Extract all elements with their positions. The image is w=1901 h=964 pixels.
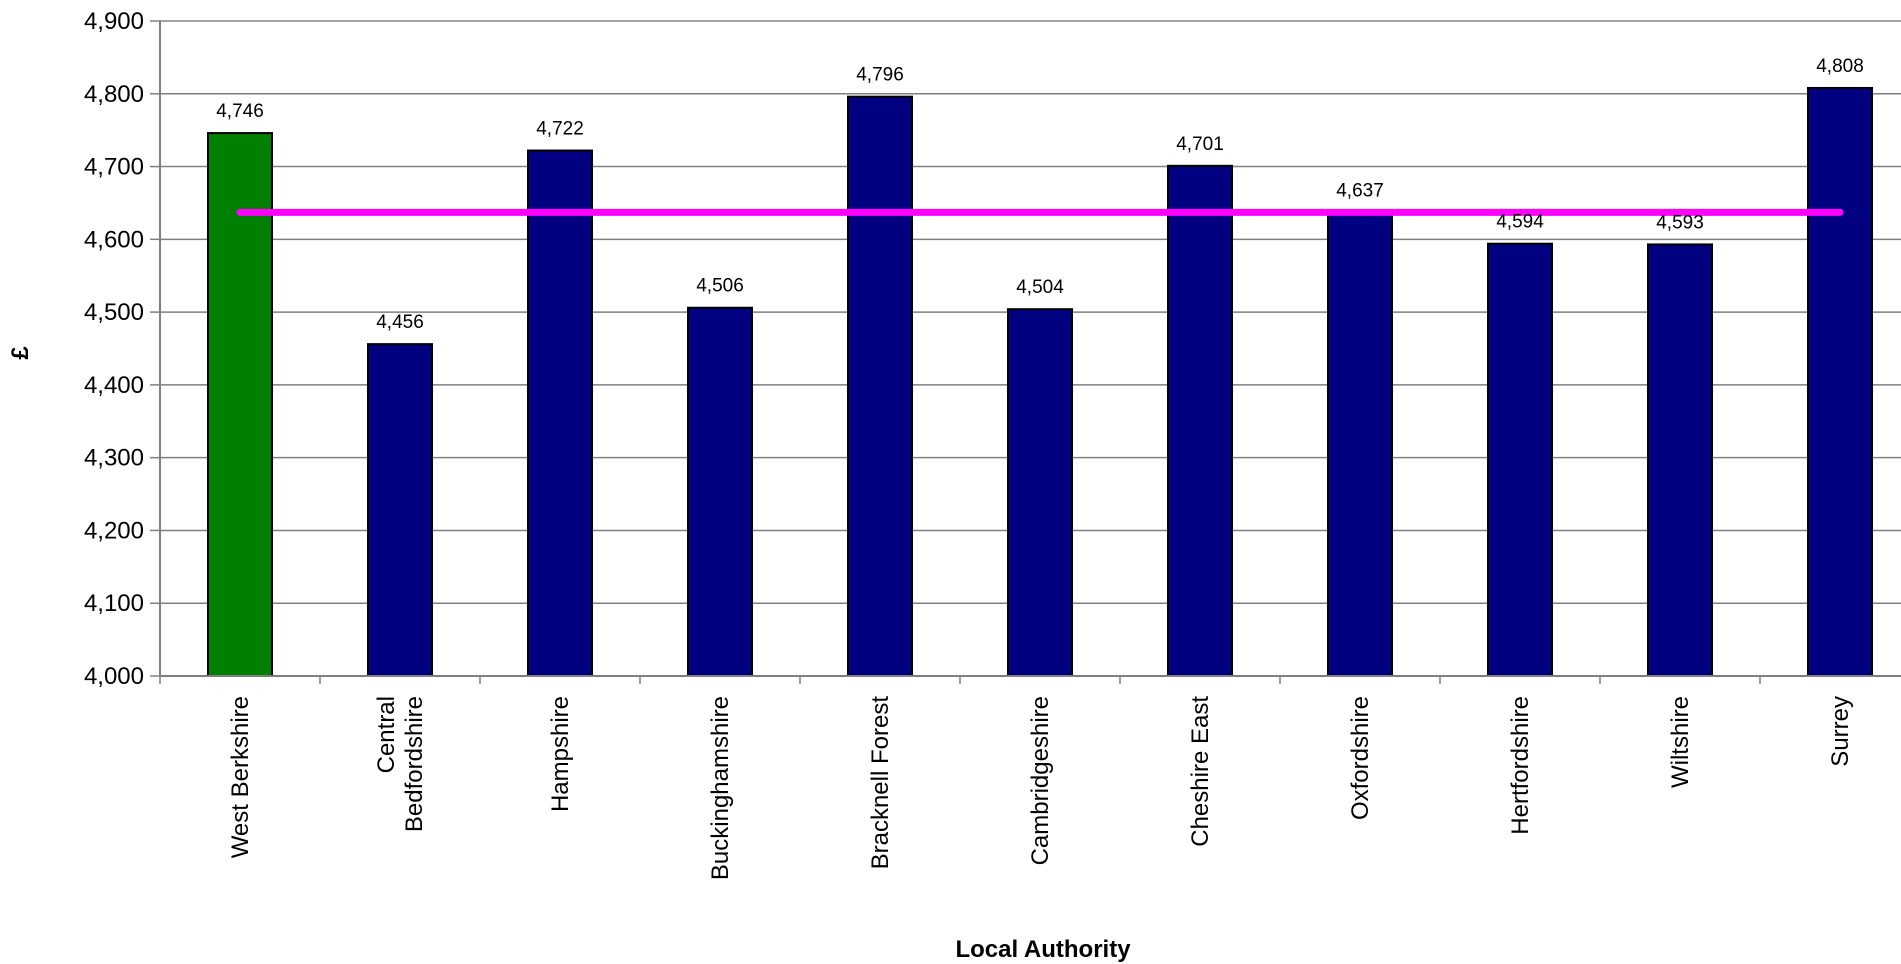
- y-tick-label: 4,700: [84, 154, 144, 181]
- category-label: West Berkshire: [227, 696, 254, 858]
- y-tick-label: 4,900: [84, 8, 144, 35]
- category-label: Buckinghamshire: [707, 696, 734, 880]
- bar: [207, 132, 273, 678]
- category-label: Cambridgeshire: [1027, 696, 1054, 865]
- bar: [1007, 308, 1073, 677]
- data-label: 4,796: [856, 65, 904, 86]
- data-label: 4,593: [1656, 212, 1704, 233]
- data-label: 4,637: [1336, 180, 1384, 201]
- y-tick-label: 4,800: [84, 81, 144, 108]
- data-label: 4,456: [376, 312, 424, 333]
- y-axis-title: £: [7, 346, 34, 360]
- y-tick-label: 4,600: [84, 226, 144, 253]
- y-tick-label: 4,400: [84, 372, 144, 399]
- data-label: 4,506: [696, 276, 744, 297]
- category-label: Hertfordshire: [1507, 696, 1534, 835]
- bar: [1167, 164, 1233, 677]
- bar: [1487, 242, 1553, 677]
- bars: [207, 86, 1873, 678]
- category-label: Oxfordshire: [1347, 696, 1374, 820]
- bar: [687, 306, 753, 677]
- bar: [1327, 211, 1393, 677]
- category-label: Cheshire East: [1187, 696, 1214, 847]
- category-label: Hampshire: [547, 696, 574, 812]
- x-axis-title: Local Authority: [955, 936, 1131, 963]
- bar: [527, 149, 593, 678]
- data-label: 4,808: [1816, 56, 1864, 77]
- data-label: 4,504: [1016, 277, 1064, 298]
- category-label: Bracknell Forest: [867, 696, 894, 870]
- data-label: 4,594: [1496, 212, 1544, 233]
- bar: [367, 343, 433, 677]
- data-label: 4,746: [216, 101, 264, 122]
- bar: [1807, 86, 1873, 677]
- y-tick-label: 4,200: [84, 517, 144, 544]
- data-label: 4,701: [1176, 134, 1224, 155]
- bar: [847, 95, 913, 677]
- category-label: Wiltshire: [1667, 696, 1694, 788]
- bar: [1647, 243, 1713, 678]
- labels: 4,000 4,100 4,200 4,300 4,400 4,500 4,600 4,700…: [84, 8, 1864, 880]
- data-label: 4,722: [536, 119, 584, 140]
- y-tick-label: 4,300: [84, 445, 144, 472]
- y-tick-label: 4,000: [84, 663, 144, 690]
- axes: [150, 20, 1901, 684]
- y-tick-label: 4,100: [84, 590, 144, 617]
- y-tick-label: 4,500: [84, 299, 144, 326]
- category-label: Surrey: [1827, 696, 1854, 767]
- category-label: CentralBedfordshire: [373, 696, 428, 832]
